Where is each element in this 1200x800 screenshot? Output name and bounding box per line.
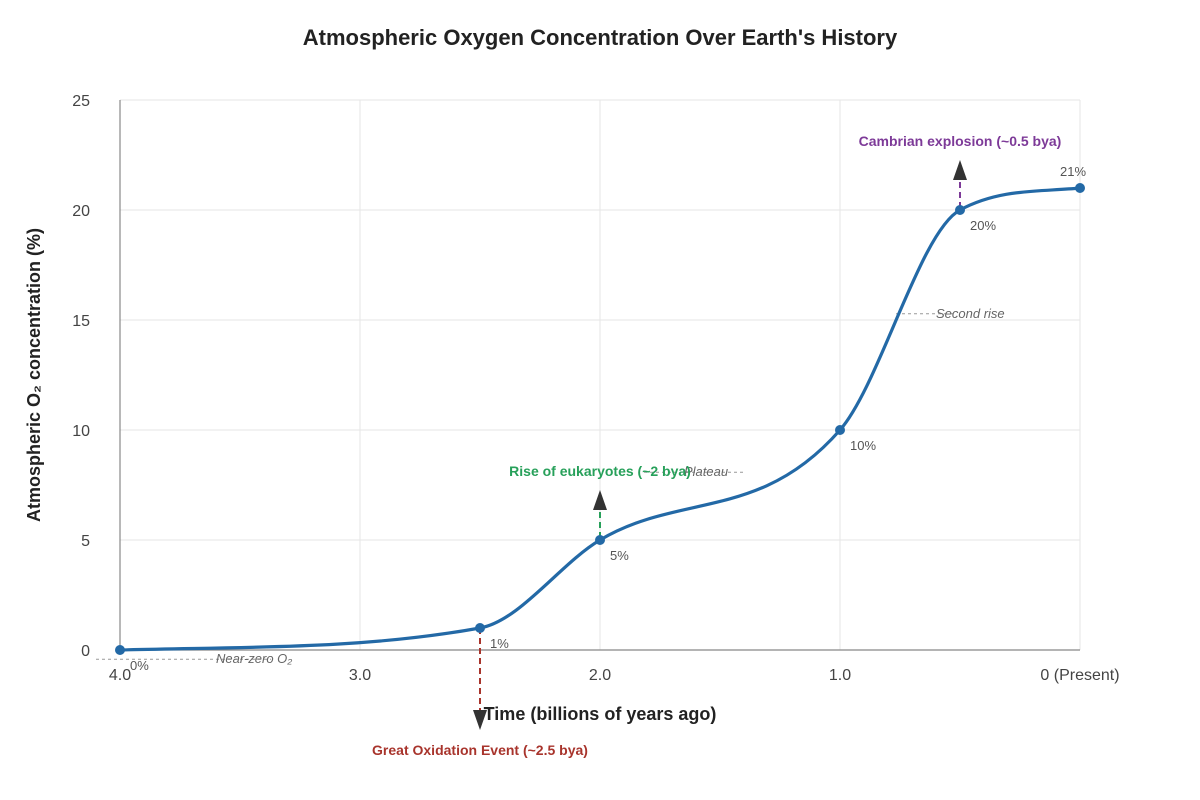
x-axis-title: Time (billions of years ago) xyxy=(484,704,717,724)
y-tick-label-3: 15 xyxy=(72,313,90,330)
axes xyxy=(119,100,1080,651)
phase-label-1: Plateau xyxy=(684,464,728,479)
y-tick-label-4: 20 xyxy=(72,203,90,220)
event-label-0: Great Oxidation Event (~2.5 bya) xyxy=(372,742,588,758)
y-tick-labels: 0 5 10 15 20 25 xyxy=(72,93,90,660)
event-arrow-0 xyxy=(473,710,487,730)
event-markers: Great Oxidation Event (~2.5 bya) Rise of … xyxy=(372,133,1061,758)
data-label-5: 21% xyxy=(1060,164,1086,179)
y-axis-title: Atmospheric O₂ concentration (%) xyxy=(24,228,44,522)
phase-annotations: Near-zero O₂ Plateau Second rise xyxy=(96,306,1005,666)
data-point-3 xyxy=(835,425,845,435)
data-points xyxy=(115,183,1085,655)
x-tick-label-3: 1.0 xyxy=(829,667,851,684)
y-tick-label-0: 0 xyxy=(81,643,90,660)
data-point-4 xyxy=(955,205,965,215)
data-point-0 xyxy=(115,645,125,655)
y-tick-label-1: 5 xyxy=(81,533,90,550)
data-point-2 xyxy=(595,535,605,545)
event-arrow-1 xyxy=(593,490,607,510)
data-label-0: 0% xyxy=(130,658,149,673)
x-tick-label-0: 4.0 xyxy=(109,667,131,684)
data-labels: 0% 1% 5% 10% 20% 21% xyxy=(130,164,1086,673)
x-tick-label-4: 0 (Present) xyxy=(1040,667,1119,684)
data-label-2: 5% xyxy=(610,548,629,563)
chart-title: Atmospheric Oxygen Concentration Over Ea… xyxy=(303,25,898,50)
x-tick-label-2: 2.0 xyxy=(589,667,611,684)
phase-label-0: Near-zero O₂ xyxy=(216,651,292,666)
event-arrow-2 xyxy=(953,160,967,180)
event-label-2: Cambrian explosion (~0.5 bya) xyxy=(859,133,1062,149)
data-label-1: 1% xyxy=(490,636,509,651)
grid xyxy=(119,99,1081,651)
data-point-5 xyxy=(1075,183,1085,193)
phase-label-2: Second rise xyxy=(936,306,1005,321)
x-tick-label-1: 3.0 xyxy=(349,667,371,684)
y-tick-label-5: 25 xyxy=(72,93,90,110)
y-tick-label-2: 10 xyxy=(72,423,90,440)
data-label-3: 10% xyxy=(850,438,876,453)
data-point-1 xyxy=(475,623,485,633)
x-tick-labels: 4.0 3.0 2.0 1.0 0 (Present) xyxy=(109,667,1120,684)
data-label-4: 20% xyxy=(970,218,996,233)
event-label-1: Rise of eukaryotes (~2 bya) xyxy=(509,463,691,479)
